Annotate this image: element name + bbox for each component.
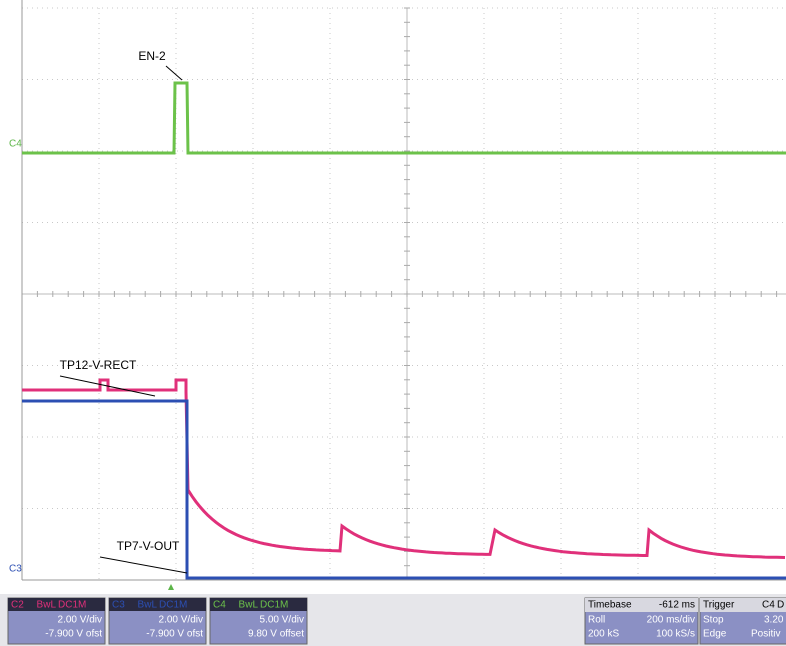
timebase-samples: 200 kS bbox=[588, 629, 619, 640]
channel-scale: 2.00 V/div bbox=[159, 615, 203, 626]
channel-offset: -7.900 V ofst bbox=[146, 629, 203, 640]
timebase-delay: -612 ms bbox=[659, 600, 695, 611]
timebase-label: Timebase bbox=[588, 600, 632, 611]
channel-bandwidth: BwL bbox=[138, 600, 158, 611]
trigger-source: C4 bbox=[762, 600, 775, 611]
channel-coupling: DC1M bbox=[159, 600, 187, 611]
channel-header bbox=[210, 598, 307, 611]
waveforms bbox=[22, 81, 786, 580]
channel-marker: C3 bbox=[9, 564, 22, 575]
channel-scale: 2.00 V/div bbox=[58, 615, 102, 626]
timebase-header bbox=[585, 598, 698, 612]
trigger-label: Trigger bbox=[703, 600, 735, 611]
trigger-slope: Positiv bbox=[751, 629, 780, 640]
channel-name: C2 bbox=[11, 600, 24, 611]
c4-trace bbox=[22, 81, 786, 155]
trigger-coupling: D bbox=[777, 600, 784, 611]
channel-scale: 5.00 V/div bbox=[260, 615, 304, 626]
channel-offset: -7.900 V ofst bbox=[45, 629, 102, 640]
timebase-mode: Roll bbox=[588, 615, 605, 626]
annotation-leader bbox=[59, 375, 156, 397]
trigger-marker bbox=[168, 584, 174, 590]
channel-coupling: DC1M bbox=[260, 600, 288, 611]
trigger-level: 3.20 bbox=[764, 615, 784, 626]
c2-trace bbox=[22, 378, 786, 559]
channel-header bbox=[109, 598, 206, 611]
channel-bandwidth: BwL bbox=[239, 600, 259, 611]
channel-bandwidth: BwL bbox=[37, 600, 57, 611]
trigger-header bbox=[700, 598, 786, 612]
channel-header bbox=[8, 598, 105, 611]
channel-name: C3 bbox=[112, 600, 125, 611]
channel-marker: C4 bbox=[9, 139, 22, 150]
annotation-leader bbox=[165, 65, 183, 81]
channel-coupling: DC1M bbox=[58, 600, 86, 611]
c3-trace bbox=[22, 399, 786, 580]
channel-offset: 9.80 V offset bbox=[248, 629, 304, 640]
annotation: EN-2 bbox=[138, 49, 166, 63]
annotation: TP12-V-RECT bbox=[60, 358, 137, 372]
annotation-leader bbox=[99, 556, 188, 574]
timebase-rate: 100 kS/s bbox=[656, 629, 695, 640]
timebase-scale: 200 ms/div bbox=[647, 615, 695, 626]
trigger-state: Stop bbox=[703, 615, 724, 626]
channel-name: C4 bbox=[213, 600, 226, 611]
trigger-type: Edge bbox=[703, 629, 727, 640]
annotation: TP7-V-OUT bbox=[117, 539, 180, 553]
